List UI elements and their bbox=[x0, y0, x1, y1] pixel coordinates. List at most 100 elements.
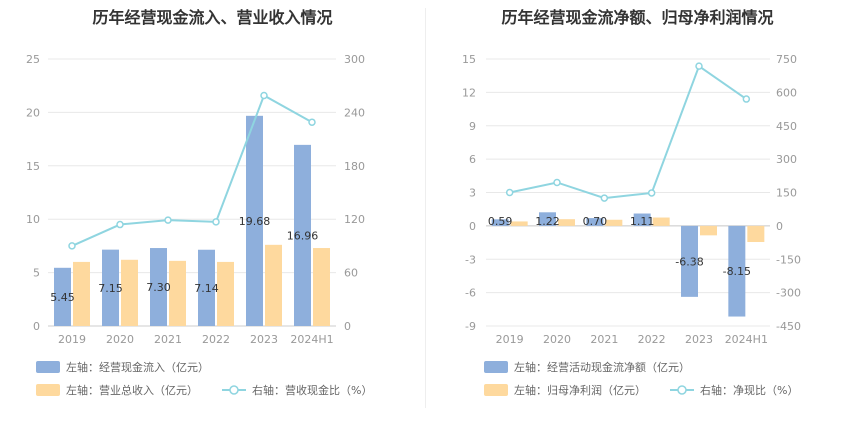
bar-data-label: 16.96 bbox=[287, 229, 319, 242]
ratio-line-point bbox=[505, 188, 514, 197]
left-axis-tick-label: -9 bbox=[465, 320, 476, 333]
right-axis-tick-label: -450 bbox=[776, 320, 801, 333]
right-axis-tick-label: 0 bbox=[776, 220, 783, 233]
bar-secondary bbox=[700, 225, 717, 236]
left-axis-tick-label: 5 bbox=[33, 267, 40, 280]
ratio-line-point bbox=[695, 62, 703, 70]
right-axis-tick-label: 180 bbox=[344, 160, 365, 173]
chart-title: 历年经营现金流入、营业收入情况 bbox=[92, 8, 333, 27]
legend-label-line: 右轴：净现比（%） bbox=[700, 383, 798, 397]
right-axis-tick-label: -300 bbox=[776, 287, 801, 300]
bar-data-label: 5.45 bbox=[50, 291, 75, 304]
x-axis-tick-label: 2024H1 bbox=[290, 333, 333, 346]
ratio-line-point bbox=[260, 91, 268, 100]
legend-label-line: 右轴：营收现金比（%） bbox=[252, 383, 372, 397]
left-axis-tick-label: 0 bbox=[469, 220, 476, 233]
left-axis-tick-label: -6 bbox=[465, 287, 476, 300]
left-axis-tick-label: 10 bbox=[26, 213, 40, 226]
legend-swatch-secondary bbox=[36, 384, 60, 396]
x-axis-tick-label: 2022 bbox=[638, 333, 666, 346]
bar-secondary bbox=[605, 219, 623, 226]
right-axis-tick-label: -150 bbox=[776, 253, 801, 266]
right-chart-panel: 历年经营现金流净额、归母净利润情况 -9 -6 -3 0 3 6 9 12 15 -450 -300… bbox=[425, 0, 850, 437]
bar-data-label: 0.70 bbox=[583, 215, 608, 228]
x-axis-tick-label: 2021 bbox=[590, 333, 618, 346]
x-axis-tick-label: 2024H1 bbox=[725, 333, 768, 346]
bar-primary bbox=[246, 115, 263, 326]
bar-primary bbox=[728, 225, 746, 317]
bar-primary bbox=[150, 248, 167, 326]
bar-primary bbox=[539, 212, 556, 226]
bar-data-label: 1.11 bbox=[630, 215, 655, 228]
bar-data-label: 7.14 bbox=[194, 282, 219, 295]
right-axis-tick-label: 300 bbox=[344, 53, 365, 66]
right-axis-tick-label: 0 bbox=[344, 320, 351, 333]
bar-primary bbox=[586, 218, 604, 226]
legend-swatch-primary bbox=[36, 361, 60, 373]
x-axis-tick-label: 2022 bbox=[202, 333, 230, 346]
x-axis-tick-label: 2021 bbox=[154, 333, 182, 346]
right-axis-tick-label: 120 bbox=[344, 213, 365, 226]
bar-primary bbox=[294, 144, 311, 326]
bar-secondary bbox=[217, 261, 234, 326]
right-axis-tick-label: 150 bbox=[776, 187, 797, 200]
bar-primary bbox=[681, 225, 698, 297]
ratio-line-point bbox=[212, 218, 220, 226]
bar-data-label: 19.68 bbox=[239, 215, 271, 228]
left-chart-svg: 0 5 10 15 20 25 0 60 120 180 240 300 2019 2020 2021 202… bbox=[26, 53, 372, 397]
legend-swatch-primary bbox=[484, 361, 508, 373]
bar-secondary bbox=[121, 259, 138, 326]
x-axis-tick-label: 2020 bbox=[106, 333, 134, 346]
legend-label-primary: 左轴：经营活动现金流净额（亿元） bbox=[514, 360, 690, 374]
ratio-line-point bbox=[742, 95, 751, 103]
left-axis-tick-label: 20 bbox=[26, 106, 40, 119]
x-axis-tick-label: 2023 bbox=[250, 333, 278, 346]
left-axis-tick-label: 6 bbox=[469, 153, 476, 166]
ratio-line-point bbox=[600, 194, 609, 202]
x-axis-tick-label: 2020 bbox=[543, 333, 571, 346]
left-axis-tick-label: 0 bbox=[33, 320, 40, 333]
x-axis-tick-label: 2019 bbox=[496, 333, 524, 346]
bar-secondary bbox=[652, 217, 670, 226]
left-axis-tick-label: 12 bbox=[462, 86, 476, 99]
legend-swatch-secondary bbox=[484, 384, 508, 396]
bar-data-label: -8.15 bbox=[723, 265, 751, 278]
right-chart-svg: -9 -6 -3 0 3 6 9 12 15 -450 -300 -150 0 150 300 450 600 7… bbox=[462, 53, 801, 397]
bar-data-label: 7.15 bbox=[98, 282, 123, 295]
right-axis-tick-label: 450 bbox=[776, 120, 797, 133]
legend-label-secondary: 左轴：营业总收入（亿元） bbox=[66, 383, 198, 397]
panel-divider bbox=[425, 8, 426, 408]
left-axis-tick-label: -3 bbox=[465, 253, 476, 266]
left-axis-tick-label: 15 bbox=[462, 53, 476, 66]
right-axis-tick-label: 300 bbox=[776, 153, 797, 166]
legend-label-secondary: 左轴：归母净利润（亿元） bbox=[514, 383, 646, 397]
bar-secondary bbox=[747, 225, 765, 243]
legend-label-primary: 左轴：经营现金流入（亿元） bbox=[66, 360, 209, 374]
bar-primary bbox=[491, 219, 509, 226]
right-axis-tick-label: 240 bbox=[344, 106, 365, 119]
bar-data-label: -6.38 bbox=[675, 255, 703, 268]
right-axis-tick-label: 60 bbox=[344, 267, 358, 280]
bar-primary bbox=[102, 249, 119, 326]
ratio-line-point bbox=[553, 178, 561, 187]
bar-secondary bbox=[313, 248, 330, 326]
ratio-line-point bbox=[68, 242, 76, 250]
x-axis-tick-label: 2019 bbox=[58, 333, 86, 346]
ratio-line bbox=[509, 64, 747, 200]
ratio-line-point bbox=[308, 118, 316, 126]
left-axis-tick-label: 15 bbox=[26, 160, 40, 173]
bar-data-label: 0.59 bbox=[488, 215, 513, 228]
x-axis-tick-label: 2023 bbox=[685, 333, 713, 346]
bar-primary bbox=[633, 213, 651, 226]
ratio-line bbox=[71, 94, 313, 247]
left-axis-tick-label: 3 bbox=[469, 187, 476, 200]
bar-data-label: 7.30 bbox=[146, 281, 171, 294]
ratio-line-point bbox=[647, 189, 656, 197]
bar-secondary bbox=[169, 260, 186, 326]
left-chart-panel: 历年经营现金流入、营业收入情况 0 5 10 15 20 25 0 60 120 180 240 30… bbox=[26, 8, 372, 397]
bar-data-label: 1.22 bbox=[535, 215, 560, 228]
legend-swatch-line-marker bbox=[229, 385, 239, 395]
bar-secondary bbox=[73, 261, 90, 326]
legend-swatch-line-marker bbox=[677, 385, 687, 395]
chart-title: 历年经营现金流净额、归母净利润情况 bbox=[501, 8, 774, 27]
